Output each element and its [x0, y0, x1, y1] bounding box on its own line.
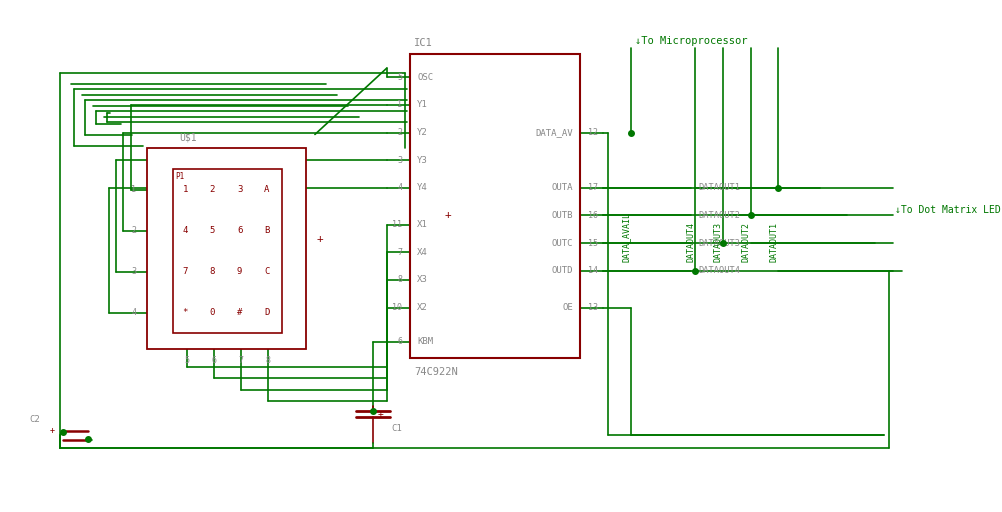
Text: 1: 1 — [131, 185, 136, 195]
Text: DATAOUT1: DATAOUT1 — [769, 222, 778, 262]
Text: 17: 17 — [587, 183, 597, 193]
Text: DATA_AV: DATA_AV — [535, 128, 572, 137]
Text: Y3: Y3 — [417, 156, 428, 165]
Text: 8: 8 — [266, 355, 271, 365]
Text: Y2: Y2 — [417, 128, 428, 137]
Text: 5: 5 — [397, 73, 402, 82]
Text: DATAOUT3: DATAOUT3 — [713, 222, 722, 262]
Text: 8: 8 — [209, 267, 215, 276]
Text: +: + — [317, 233, 324, 244]
Text: 1: 1 — [182, 185, 187, 195]
Text: 6: 6 — [211, 355, 216, 365]
Text: 0: 0 — [209, 308, 215, 317]
Text: 9: 9 — [236, 267, 242, 276]
Text: C: C — [264, 267, 270, 276]
Text: OUTC: OUTC — [551, 239, 572, 248]
Text: 3: 3 — [131, 267, 136, 276]
Text: DATAOUT3: DATAOUT3 — [697, 239, 739, 248]
Text: 15: 15 — [587, 239, 597, 248]
Text: 2: 2 — [397, 128, 402, 137]
Text: IC1: IC1 — [414, 38, 433, 48]
Bar — [147, 148, 306, 349]
Text: X2: X2 — [417, 303, 428, 312]
Text: OE: OE — [561, 303, 572, 312]
Text: OUTB: OUTB — [551, 211, 572, 220]
Text: 7: 7 — [238, 355, 243, 365]
Text: DATAOUT2: DATAOUT2 — [697, 211, 739, 220]
Text: 4: 4 — [182, 226, 187, 236]
Text: 74C922N: 74C922N — [414, 367, 458, 377]
Text: X4: X4 — [417, 248, 428, 257]
Text: 5: 5 — [184, 355, 189, 365]
Text: 6: 6 — [397, 337, 402, 346]
Text: OUTD: OUTD — [551, 266, 572, 275]
Text: 10: 10 — [392, 303, 402, 312]
Text: 7: 7 — [182, 267, 187, 276]
Text: 3: 3 — [397, 156, 402, 165]
Text: 3: 3 — [236, 185, 242, 195]
Text: 4: 4 — [397, 183, 402, 193]
Text: Y4: Y4 — [417, 183, 428, 193]
Text: +: + — [50, 426, 55, 436]
Text: B: B — [264, 226, 270, 236]
Text: DATAOUT4: DATAOUT4 — [685, 222, 694, 262]
Text: 12: 12 — [587, 128, 597, 137]
Text: X3: X3 — [417, 275, 428, 285]
Text: C2: C2 — [29, 415, 40, 424]
Text: U$1: U$1 — [179, 132, 197, 142]
Text: X1: X1 — [417, 220, 428, 229]
Text: 16: 16 — [587, 211, 597, 220]
Text: P1: P1 — [174, 173, 184, 181]
Text: 1: 1 — [397, 100, 402, 110]
Text: 6: 6 — [236, 226, 242, 236]
Bar — [173, 169, 282, 333]
Bar — [410, 54, 579, 358]
Text: A: A — [264, 185, 270, 195]
Text: 5: 5 — [209, 226, 215, 236]
Text: 11: 11 — [392, 220, 402, 229]
Text: DATAOUT1: DATAOUT1 — [697, 183, 739, 193]
Text: 7: 7 — [397, 248, 402, 257]
Text: 2: 2 — [131, 226, 136, 236]
Text: +: + — [377, 410, 383, 419]
Text: ↓To Microprocessor: ↓To Microprocessor — [634, 35, 747, 46]
Text: DATA_AVAIL: DATA_AVAIL — [621, 211, 630, 262]
Text: 2: 2 — [209, 185, 215, 195]
Text: OUTA: OUTA — [551, 183, 572, 193]
Text: 4: 4 — [131, 308, 136, 317]
Text: 13: 13 — [587, 303, 597, 312]
Text: OSC: OSC — [417, 73, 433, 82]
Text: DATAOUT2: DATAOUT2 — [740, 222, 749, 262]
Text: Y1: Y1 — [417, 100, 428, 110]
Text: C1: C1 — [391, 424, 402, 433]
Text: +: + — [444, 210, 451, 221]
Text: 14: 14 — [587, 266, 597, 275]
Text: KBM: KBM — [417, 337, 433, 346]
Text: ↓To Dot Matrix LED: ↓To Dot Matrix LED — [894, 205, 1000, 215]
Text: D: D — [264, 308, 270, 317]
Text: 8: 8 — [397, 275, 402, 285]
Text: *: * — [182, 308, 187, 317]
Text: #: # — [236, 308, 242, 317]
Text: DATAOUT4: DATAOUT4 — [697, 266, 739, 275]
